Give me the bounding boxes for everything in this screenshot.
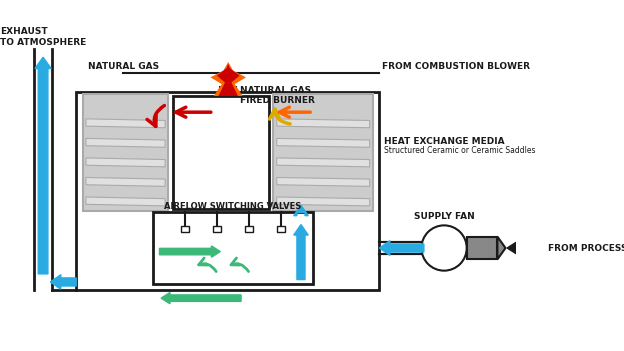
Text: EXHAUST
TO ATMOSPHERE: EXHAUST TO ATMOSPHERE: [0, 27, 86, 47]
Bar: [83, 94, 168, 211]
Polygon shape: [210, 62, 246, 96]
Polygon shape: [86, 158, 165, 167]
Polygon shape: [276, 178, 369, 186]
Polygon shape: [86, 119, 165, 128]
Polygon shape: [86, 178, 165, 186]
Polygon shape: [86, 138, 165, 147]
Text: Structured Ceramic or Ceramic Saddles: Structured Ceramic or Ceramic Saddles: [384, 146, 536, 155]
Bar: [213, 226, 221, 232]
Text: FROM COMBUSTION BLOWER: FROM COMBUSTION BLOWER: [382, 62, 530, 71]
Bar: [245, 226, 253, 232]
FancyArrow shape: [507, 242, 546, 254]
Circle shape: [421, 225, 467, 271]
Text: HEAT EXCHANGE MEDIA: HEAT EXCHANGE MEDIA: [384, 137, 505, 146]
FancyArrow shape: [51, 275, 76, 289]
Text: NATURAL GAS: NATURAL GAS: [89, 62, 160, 71]
Polygon shape: [276, 158, 369, 167]
FancyArrow shape: [35, 57, 51, 274]
Polygon shape: [276, 119, 369, 128]
Bar: [467, 237, 497, 259]
Bar: [273, 94, 373, 211]
Text: NATURAL GAS
FIRED BURNER: NATURAL GAS FIRED BURNER: [240, 86, 315, 105]
Text: FROM PROCESS: FROM PROCESS: [548, 244, 624, 252]
Bar: [220, 87, 236, 95]
Polygon shape: [497, 237, 505, 259]
FancyArrow shape: [294, 205, 308, 216]
Bar: [181, 226, 189, 232]
Bar: [277, 226, 285, 232]
FancyArrow shape: [294, 225, 308, 279]
FancyArrow shape: [161, 292, 241, 304]
Bar: [153, 212, 313, 284]
FancyArrow shape: [160, 246, 220, 257]
Bar: [173, 96, 269, 209]
FancyArrow shape: [379, 241, 424, 255]
Text: AIRFLOW SWITCHING VALVES: AIRFLOW SWITCHING VALVES: [165, 202, 301, 211]
Polygon shape: [86, 197, 165, 206]
Bar: [76, 92, 379, 290]
Text: SUPPLY FAN: SUPPLY FAN: [414, 212, 474, 221]
Polygon shape: [276, 138, 369, 147]
Polygon shape: [217, 64, 240, 96]
Polygon shape: [276, 197, 369, 206]
